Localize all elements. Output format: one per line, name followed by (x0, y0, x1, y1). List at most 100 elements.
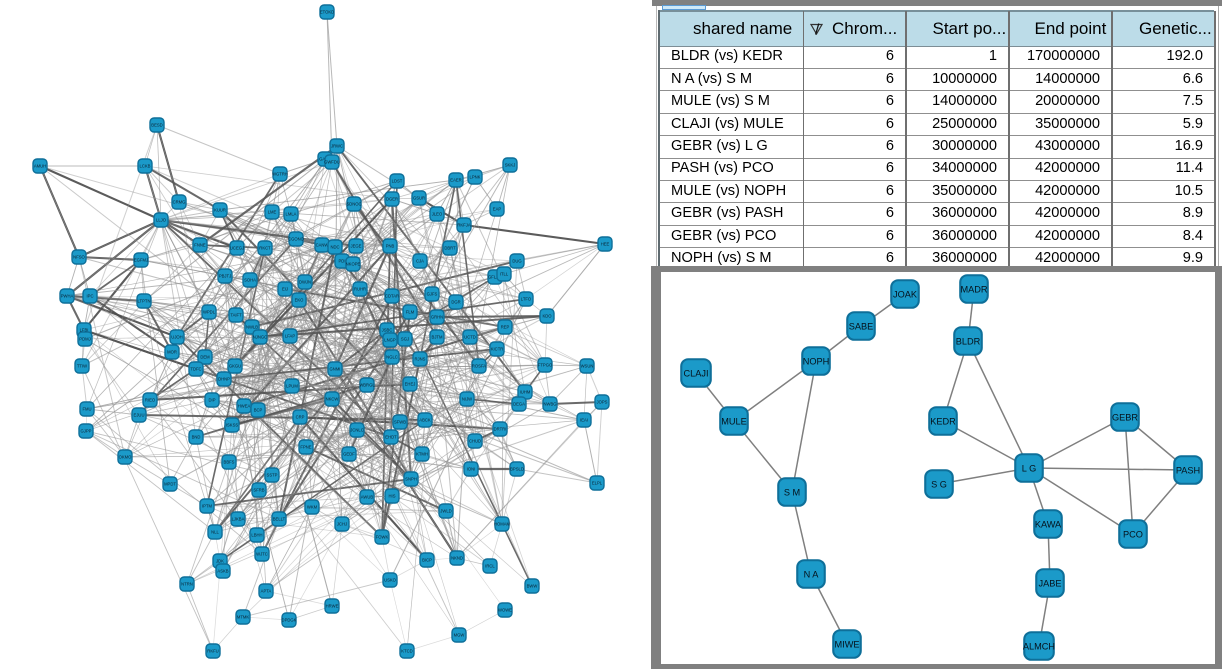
svg-text:PWHA: PWHA (61, 294, 74, 299)
svg-text:GSUR: GSUR (413, 196, 425, 201)
svg-text:EAP: EAP (493, 207, 502, 212)
svg-text:SDNOC: SDNOC (346, 202, 361, 207)
svg-text:WOWE: WOWE (498, 608, 512, 613)
svg-text:FTPGO: FTPGO (538, 363, 553, 368)
svg-text:DGR: DGR (451, 300, 460, 305)
svg-text:BELLT: BELLT (273, 517, 286, 522)
svg-text:IEAI: IEAI (580, 418, 588, 423)
svg-text:JEGE: JEGE (351, 244, 362, 249)
svg-text:NLL: NLL (211, 530, 219, 535)
svg-text:SKKJ: SKKJ (505, 163, 515, 168)
svg-text:CJA: CJA (416, 259, 424, 264)
svg-text:JWLD: JWLD (440, 509, 451, 514)
svg-text:MTMK: MTMK (237, 615, 250, 620)
svg-text:LLJO: LLJO (156, 218, 167, 223)
svg-text:NFSO: NFSO (73, 255, 85, 260)
svg-text:BBFS: BBFS (224, 460, 235, 465)
svg-text:DWJN: DWJN (299, 280, 311, 285)
svg-text:KUUR: KUUR (214, 208, 226, 213)
svg-text:DEGA: DEGA (513, 402, 525, 407)
svg-text:BJTM: BJTM (432, 335, 443, 340)
svg-text:KEDR: KEDR (930, 416, 956, 426)
svg-text:LBHH: LBHH (251, 533, 262, 538)
svg-text:IPTM: IPTM (202, 504, 213, 509)
svg-text:IONI: IONI (467, 467, 476, 472)
svg-text:REP: REP (501, 325, 510, 330)
svg-text:JCNLC: JCNLC (350, 428, 364, 433)
svg-text:NWBG: NWBG (543, 402, 556, 407)
svg-text:LJKBA: LJKBA (232, 517, 245, 522)
svg-text:ITLL: ITLL (500, 272, 509, 277)
svg-text:LME: LME (268, 210, 277, 215)
svg-text:BND: BND (192, 435, 201, 440)
svg-text:CHUD: CHUD (469, 439, 481, 444)
svg-text:IRCL: IRCL (485, 564, 495, 569)
svg-text:APTA: APTA (261, 589, 272, 594)
svg-text:GEDF: GEDF (343, 452, 355, 457)
svg-text:KDO: KDO (542, 314, 552, 319)
svg-text:JCHJ: JCHJ (337, 522, 347, 527)
svg-text:LPNK: LPNK (470, 175, 481, 180)
svg-text:KTCD: KTCD (401, 649, 412, 654)
svg-text:JDK: JDK (216, 559, 224, 564)
svg-text:HOMAM: HOMAM (494, 522, 511, 527)
svg-text:EHDT: EHDT (385, 435, 397, 440)
svg-text:EKO: EKO (295, 298, 305, 303)
svg-text:JOAK: JOAK (893, 289, 918, 299)
svg-text:EGFMJ: EGFMJ (134, 258, 148, 263)
svg-text:FNNE: FNNE (194, 243, 206, 248)
svg-text:ETOKD: ETOKD (320, 10, 334, 15)
svg-text:HIS: HIS (389, 494, 396, 499)
svg-text:HWEA: HWEA (238, 404, 251, 409)
svg-text:AMUH: AMUH (34, 164, 46, 169)
svg-text:BCP: BCP (254, 408, 263, 413)
svg-text:RKFU: RKFU (207, 649, 218, 654)
svg-text:CRMG: CRMG (173, 200, 186, 205)
svg-text:MADR: MADR (960, 284, 987, 294)
svg-text:KTMH: KTMH (416, 452, 428, 457)
svg-text:PBJTJ: PBJTJ (219, 274, 231, 279)
svg-text:DEM: DEM (200, 355, 210, 360)
svg-text:MPDT: MPDT (164, 482, 176, 487)
svg-text:FLM: FLM (406, 310, 415, 315)
svg-text:CLAJI: CLAJI (683, 368, 708, 378)
svg-text:WPDL: WPDL (203, 310, 216, 315)
svg-text:S G: S G (931, 479, 947, 489)
svg-text:PDI: PDI (339, 259, 346, 264)
svg-text:GJFS: GJFS (427, 292, 438, 297)
svg-text:NDC: NDC (330, 245, 339, 250)
svg-text:FMU: FMU (82, 407, 91, 412)
svg-text:EHEJ: EHEJ (405, 382, 416, 387)
svg-text:DRTRI: DRTRI (494, 427, 507, 432)
svg-text:RJNS: RJNS (415, 357, 426, 362)
svg-text:SFWB: SFWB (394, 420, 406, 425)
svg-text:ROSFA: ROSFA (472, 364, 486, 369)
svg-text:SABE: SABE (849, 321, 874, 331)
svg-text:BICP: BICP (422, 558, 432, 563)
svg-text:WBRGL: WBRGL (359, 383, 375, 388)
svg-text:GNMI: GNMI (330, 367, 341, 372)
svg-text:PDMJ: PDMJ (79, 337, 90, 342)
svg-text:LFBI: LFBI (80, 328, 89, 333)
svg-text:IPC: IPC (87, 294, 94, 299)
svg-text:DGER: DGER (386, 197, 398, 202)
svg-text:ALMCH: ALMCH (1023, 641, 1055, 651)
svg-text:JLEO: JLEO (432, 212, 443, 217)
svg-text:KICTR: KICTR (491, 347, 504, 352)
svg-text:PCO: PCO (1123, 529, 1143, 539)
svg-text:ELPL: ELPL (592, 481, 603, 486)
svg-text:GKGU: GKGU (229, 364, 241, 369)
svg-text:BPSLD: BPSLD (510, 467, 524, 472)
svg-text:LMLA: LMLA (286, 212, 297, 217)
svg-text:EAER: EAER (450, 178, 461, 183)
svg-text:EJUU: EJUU (134, 413, 145, 418)
svg-text:PNB: PNB (386, 244, 395, 249)
svg-text:CANW: CANW (316, 243, 329, 248)
svg-text:USKO: USKO (384, 578, 397, 583)
svg-text:SGJ: SGJ (401, 337, 409, 342)
svg-text:IUHM: IUHM (520, 390, 531, 395)
svg-text:EIJ: EIJ (282, 287, 288, 292)
svg-text:KAWA: KAWA (1035, 519, 1062, 529)
svg-text:N A: N A (804, 569, 820, 579)
svg-text:FOWK: FOWK (376, 535, 389, 540)
